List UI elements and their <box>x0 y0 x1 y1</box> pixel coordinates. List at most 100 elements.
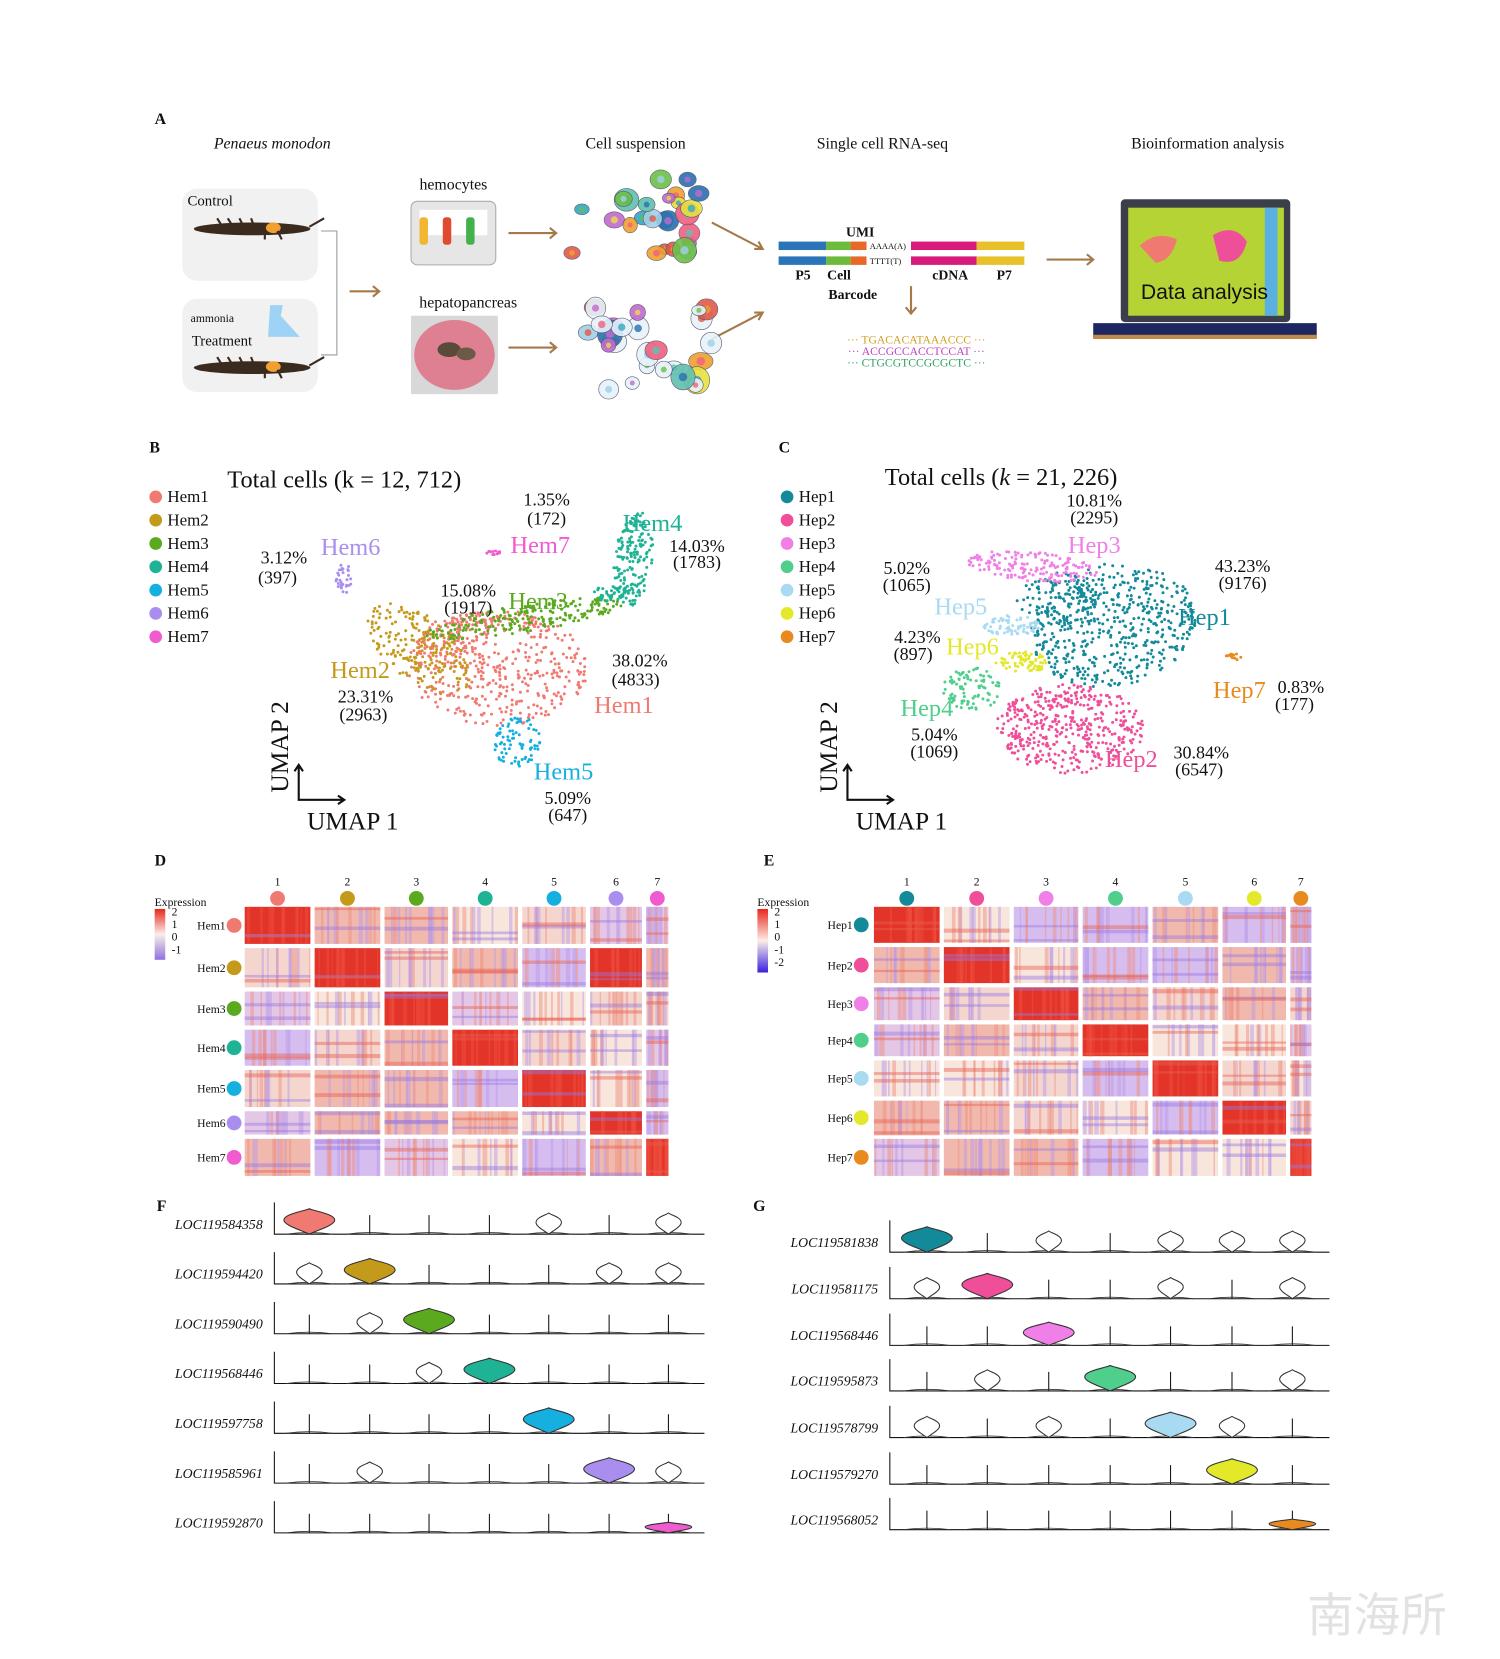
cell-dot <box>1131 748 1135 752</box>
cell-dot <box>464 644 468 648</box>
scale-tick: 1 <box>774 918 780 931</box>
cell-dot <box>1022 747 1026 751</box>
heat-stripe <box>441 906 445 944</box>
row-dot <box>226 1040 242 1056</box>
cell-dot <box>563 618 567 622</box>
heat-band <box>244 1016 311 1020</box>
cell-dot <box>650 558 654 562</box>
cell-dot <box>1090 640 1094 644</box>
column-label: 5 <box>1182 876 1188 889</box>
cell-dot <box>982 674 986 678</box>
heat-stripe <box>1190 987 1194 1021</box>
cell-dot <box>366 619 370 623</box>
cell-dot <box>1071 711 1075 715</box>
cell-dot <box>1133 634 1137 638</box>
heat-stripe <box>1261 987 1264 1021</box>
heat-stripe <box>328 1138 332 1176</box>
cell-dot <box>535 744 539 748</box>
heat-band <box>1013 1032 1079 1037</box>
cell-dot <box>1113 732 1117 736</box>
cell-dot <box>578 603 582 607</box>
cell-dot <box>1033 700 1037 704</box>
heat-stripe <box>1291 1138 1295 1176</box>
cell-dot <box>1089 618 1093 622</box>
heat-stripe <box>989 947 993 984</box>
cell-dot <box>434 620 437 624</box>
cell-dot <box>404 629 408 633</box>
heat-band <box>943 1129 1010 1133</box>
cell-dot <box>1080 690 1084 694</box>
heat-stripe <box>998 1138 1001 1176</box>
cell-dot <box>576 683 580 687</box>
cell-dot <box>448 651 452 655</box>
cell-dot <box>1084 730 1088 734</box>
cell-dot <box>523 612 527 616</box>
cell-dot <box>481 657 485 661</box>
cell-dot <box>1007 550 1011 554</box>
cell-dot <box>963 682 967 686</box>
heat-band <box>1082 1052 1149 1056</box>
cell-dot <box>1029 652 1033 656</box>
cell-dot <box>418 649 422 653</box>
cell-dot <box>1118 583 1122 587</box>
heat-stripe <box>890 1100 895 1135</box>
cluster-label: Hep1 <box>1178 604 1231 631</box>
flask <box>268 305 300 337</box>
heat-block <box>452 948 519 988</box>
cell-dot <box>488 625 492 629</box>
p7: P7 <box>997 268 1012 283</box>
laptop <box>1093 199 1317 340</box>
cell-dot <box>418 638 422 642</box>
heat-stripe <box>928 1060 931 1097</box>
heat-stripe <box>1002 947 1006 984</box>
nucleus <box>675 200 682 206</box>
heat-stripe <box>506 991 509 1026</box>
cell-dot <box>1072 571 1076 575</box>
column-label: 6 <box>1251 876 1257 889</box>
heat-stripe <box>474 1069 480 1108</box>
cell-dot <box>408 616 412 620</box>
cell-dot <box>1010 630 1014 634</box>
cell-dot <box>1025 762 1029 766</box>
cell-dot <box>1053 656 1057 660</box>
heat-stripe <box>326 991 329 1026</box>
cell-dot <box>1067 638 1071 642</box>
cell-dot <box>346 573 350 577</box>
heat-band <box>244 1053 311 1058</box>
cell-dot <box>551 602 555 606</box>
row-dot <box>853 1032 869 1048</box>
heat-band <box>244 1129 311 1133</box>
cell-dot <box>1123 652 1127 656</box>
heat-stripe <box>1213 1024 1216 1057</box>
cell-dot <box>1014 669 1018 673</box>
heat-stripe <box>285 1138 288 1176</box>
cell-dot <box>585 616 589 620</box>
cell-dot <box>341 590 345 594</box>
heat-stripe <box>1070 947 1075 984</box>
cell-dot <box>462 673 466 677</box>
cell-dot <box>616 597 620 601</box>
cell-dot <box>514 756 518 760</box>
heat-band <box>1222 1074 1287 1077</box>
cell-dot <box>452 623 456 627</box>
heat-stripe <box>890 947 892 984</box>
cell-dot <box>986 698 990 702</box>
cell-dot <box>549 622 553 626</box>
cell-dot <box>511 662 515 666</box>
heat-stripe <box>505 1111 509 1135</box>
cell-dot <box>421 655 425 659</box>
heat-stripe <box>301 1111 304 1135</box>
heat-stripe <box>1179 1100 1184 1135</box>
cell-dot <box>1181 589 1185 593</box>
cell-dot <box>1050 561 1054 565</box>
heat-stripe <box>1307 1100 1311 1135</box>
heat-stripe <box>287 1069 290 1108</box>
nucleus <box>627 222 633 228</box>
heat-band <box>1222 1081 1287 1086</box>
cell-dot <box>1127 605 1131 609</box>
heat-stripe <box>590 1138 594 1176</box>
cell-dot <box>606 611 610 615</box>
cell-dot <box>432 641 436 645</box>
cell-dot <box>1094 582 1098 586</box>
heat-stripe <box>393 1069 396 1108</box>
